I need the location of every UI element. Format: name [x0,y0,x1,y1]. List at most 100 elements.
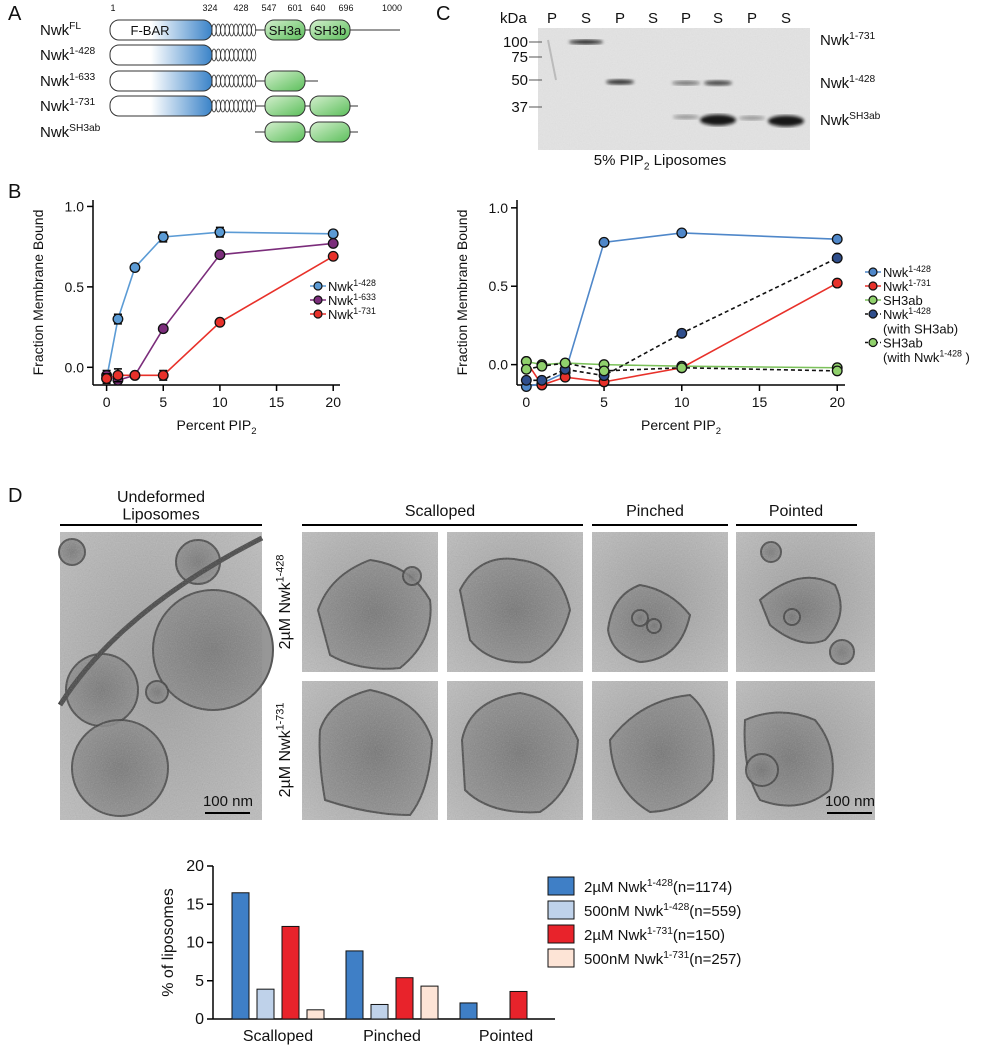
legend-swatch [547,948,575,968]
text-segment: 1-428 [353,278,376,288]
y-tick-label: 0.0 [489,357,509,373]
text-segment: Nwk [883,307,909,322]
text-segment: Nwk [40,124,70,141]
residue-number: 640 [310,3,325,13]
text-segment: FL [69,21,81,32]
band-label: NwkSH3ab [820,111,881,129]
bar [256,988,275,1020]
data-point [129,262,141,274]
legend-marker [868,267,878,277]
text-segment: 500nM Nwk [584,903,664,920]
series-line [526,362,838,372]
micrograph [736,681,875,820]
lane-label: S [781,10,791,27]
column-header: Pointed [769,503,823,520]
y-axis-label: Fraction Membrane Bound [454,210,470,376]
marker-label: 50 [511,72,528,89]
legend-label: Nwk1-731 [883,278,931,294]
text-segment: 1-731 [663,950,689,961]
text-segment: 1-428 [69,46,95,57]
text-segment: Percent PIP [641,417,716,433]
legend-marker [868,281,878,291]
column-header: Undeformed Liposomes [117,489,205,524]
text-segment: Nwk [40,22,70,39]
coiled-coil [251,23,257,37]
sh3-domain [309,19,351,41]
data-point [327,228,339,240]
coiled-coil [242,74,248,88]
text-segment: SH3ab [849,111,880,122]
text-segment: Nwk [883,279,909,294]
lane-label: P [547,10,557,27]
x-tick-label: 5 [159,394,167,410]
x-tick-label: 20 [325,394,341,410]
marker-label: 75 [511,49,528,66]
data-point [101,373,113,385]
f-bar-domain [109,95,213,117]
residue-number: 428 [233,3,248,13]
legend-label: Nwk1-633 [328,292,376,308]
x-tick-label: 0 [103,394,111,410]
y-tick-label: 20 [186,858,204,875]
coiled-coil [215,48,221,62]
construct-label: Nwk1-428 [40,46,96,64]
text-segment: Nwk [883,265,909,280]
sh3-domain [264,19,306,41]
coiled-coil [220,99,226,113]
coiled-coil [237,74,243,88]
text-segment: 2µM Nwk [584,927,647,944]
text-segment: 2µM Nwk [277,729,294,797]
micrograph-grain [447,681,583,820]
coiled-coil [229,99,235,113]
legend-label: SH3ab [883,293,923,308]
panel-label: C [436,3,450,25]
band-label: Nwk1-428 [820,74,876,92]
coiled-coil [233,23,239,37]
coiled-coil [237,23,243,37]
x-tick-label: Pointed [479,1028,533,1045]
gel-band [704,80,732,86]
gel-texture [538,28,810,150]
text-segment: Nwk [820,75,850,92]
x-tick-label: 15 [752,394,768,410]
text-segment: 1-731 [647,926,673,937]
coiled-coil [233,99,239,113]
text-segment: Liposomes [649,152,726,169]
construct-label: NwkSH3ab [40,123,101,141]
coiled-coil [246,48,252,62]
data-point [536,360,548,372]
legend-marker [868,295,878,305]
row-label: 2µM Nwk1-731 [275,703,294,798]
gel-band [606,79,634,85]
data-point [831,233,843,245]
text-segment: 1-428 [939,349,962,359]
panel-label: B [8,181,21,203]
residue-number: 1000 [382,3,402,13]
text-segment: 5% PIP [594,152,644,169]
coiled-coil [233,74,239,88]
text-segment: (with Nwk [883,350,940,365]
text-segment: Nwk [820,112,850,129]
micrograph [592,532,728,672]
coiled-coil [237,48,243,62]
micrograph-grain [592,532,728,672]
coiled-coil [233,48,239,62]
text-segment: Nwk [40,73,70,90]
y-tick-label: 0.5 [489,278,509,294]
residue-number: 1 [110,3,115,13]
gel-band [768,115,804,127]
row-label: 2µM Nwk1-428 [275,555,294,650]
legend-label: SH3ab (with Nwk1-428 ) [883,336,970,365]
data-point [598,365,610,377]
text-segment: 500nM Nwk [584,951,664,968]
marker-label: 100 [503,34,528,51]
coiled-coil [246,99,252,113]
lane-label: P [747,10,757,27]
legend-marker [313,281,323,291]
data-point [157,369,169,381]
coiled-coil [251,99,257,113]
panel-label: D [8,485,22,507]
text-segment: 2 [716,426,721,437]
coiled-coil [242,23,248,37]
